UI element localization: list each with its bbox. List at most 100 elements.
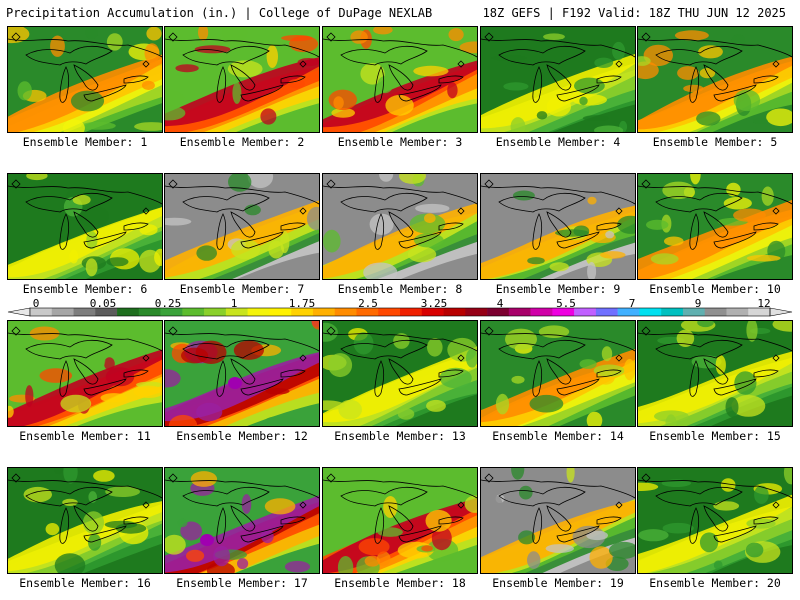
precip-blob: [237, 558, 249, 570]
great-lakes-outline: [546, 505, 572, 532]
great-lakes-outline: [556, 378, 600, 396]
precip-blob: [586, 411, 603, 426]
great-lakes-outline: [299, 207, 307, 215]
great-lakes-outline: [182, 192, 270, 213]
precip-blob: [697, 321, 714, 328]
great-lakes-outline: [59, 213, 70, 250]
great-lakes-outline: [230, 211, 256, 238]
precip-blob: [241, 494, 252, 514]
precip-blob: [260, 108, 277, 125]
ensemble-member-caption: Ensemble Member: 16: [19, 576, 151, 590]
precip-blob: [227, 60, 263, 78]
colorbar-swatch: [421, 308, 444, 316]
great-lakes-outline: [388, 505, 414, 532]
precip-blob: [566, 468, 575, 483]
great-lakes-outline: [772, 354, 780, 362]
great-lakes-outline: [326, 473, 336, 483]
precip-field-map: [481, 468, 635, 573]
precip-blob: [674, 30, 709, 41]
precip-blob: [752, 117, 768, 125]
precip-blob: [377, 76, 394, 94]
precip-blob: [726, 182, 741, 197]
colorbar-swatch: [160, 308, 183, 316]
great-lakes-outline: [481, 479, 635, 499]
ensemble-map-panel-3: [322, 26, 478, 133]
precip-blob: [8, 27, 30, 44]
great-lakes-outline: [8, 38, 162, 58]
precip-blob: [45, 523, 60, 536]
precip-blob: [134, 122, 162, 131]
great-lakes-outline: [182, 486, 270, 507]
great-lakes-outline: [689, 507, 700, 544]
precip-blob: [311, 321, 319, 330]
precip-blob: [734, 371, 757, 395]
precip-band: [323, 346, 477, 423]
precip-blob: [228, 174, 252, 192]
great-lakes-outline: [59, 360, 70, 397]
precip-blob: [745, 542, 764, 558]
precip-blob: [105, 486, 140, 497]
precip-blob: [50, 35, 65, 57]
precip-blob: [63, 468, 78, 484]
great-lakes-outline: [484, 473, 494, 483]
ensemble-member-caption: Ensemble Member: 10: [649, 282, 781, 296]
great-lakes-outline: [142, 354, 150, 362]
precip-blob: [264, 416, 298, 426]
great-lakes-outline: [165, 332, 319, 352]
colorbar-swatch: [617, 308, 640, 316]
precip-blob: [106, 322, 136, 331]
heavy-precip-core: [200, 534, 214, 546]
great-lakes-outline: [73, 358, 99, 385]
precip-blob: [511, 468, 525, 480]
great-lakes-outline: [484, 326, 494, 336]
great-lakes-outline: [398, 378, 442, 396]
precip-blob: [439, 367, 472, 389]
great-lakes-outline: [772, 60, 780, 68]
precip-field-map: [165, 321, 319, 426]
colorbar-tick-label: 1: [230, 297, 238, 310]
precip-blob: [623, 358, 635, 381]
precip-blob: [427, 338, 443, 357]
great-lakes-outline: [772, 501, 780, 509]
precip-blob: [549, 262, 569, 272]
precip-blob: [62, 119, 85, 132]
ensemble-map-panel-15: [637, 320, 793, 427]
precip-blob: [104, 357, 115, 371]
great-lakes-outline: [83, 231, 127, 249]
great-lakes-outline: [168, 32, 178, 42]
precip-blob: [662, 181, 695, 199]
precip-blob: [431, 526, 452, 551]
precip-blob: [79, 205, 110, 228]
precip-blob: [181, 347, 209, 364]
precip-blob: [754, 485, 769, 504]
great-lakes-outline: [123, 516, 149, 525]
precip-blob: [646, 219, 669, 230]
precip-blob: [464, 495, 477, 513]
precip-blob: [177, 518, 188, 528]
great-lakes-outline: [326, 326, 336, 336]
precip-blob: [89, 348, 106, 371]
precip-blob: [17, 81, 32, 101]
colorbar-swatch: [30, 308, 53, 316]
ensemble-map-panel-7: [164, 173, 320, 280]
ensemble-member-caption: Ensemble Member: 20: [649, 576, 781, 590]
great-lakes-outline: [59, 66, 70, 103]
precip-blob: [360, 63, 385, 85]
ensemble-map-panel-11: [7, 320, 163, 427]
great-lakes-outline: [240, 378, 284, 396]
great-lakes-outline: [326, 32, 336, 42]
great-lakes-outline: [398, 231, 442, 249]
precip-band: [165, 57, 319, 127]
great-lakes-outline: [438, 369, 464, 378]
great-lakes-outline: [123, 369, 149, 378]
precip-field-map: [323, 468, 477, 573]
colorbar-swatch: [682, 308, 705, 316]
precip-blob: [529, 394, 564, 413]
great-lakes-outline: [240, 525, 284, 543]
precip-blob: [350, 30, 368, 44]
precip-blob: [409, 213, 446, 234]
great-lakes-outline: [772, 207, 780, 215]
ensemble-map-panel-8: [322, 173, 478, 280]
precip-blob: [725, 397, 739, 418]
great-lakes-outline: [8, 185, 162, 205]
